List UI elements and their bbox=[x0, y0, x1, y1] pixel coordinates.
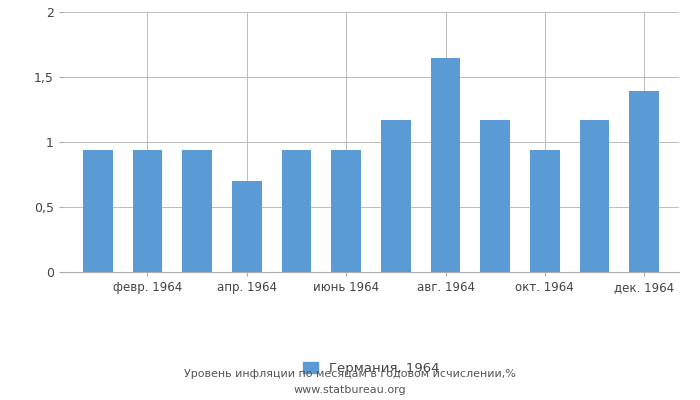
Bar bbox=[480, 120, 510, 272]
Bar bbox=[132, 150, 162, 272]
Bar bbox=[381, 120, 411, 272]
Bar bbox=[331, 150, 361, 272]
Bar bbox=[530, 150, 560, 272]
Bar bbox=[580, 120, 610, 272]
Bar bbox=[83, 150, 113, 272]
Bar bbox=[430, 58, 461, 272]
Text: www.statbureau.org: www.statbureau.org bbox=[294, 385, 406, 395]
Bar bbox=[629, 91, 659, 272]
Bar bbox=[281, 150, 312, 272]
Bar bbox=[182, 150, 212, 272]
Text: Уровень инфляции по месяцам в годовом исчислении,%: Уровень инфляции по месяцам в годовом ис… bbox=[184, 369, 516, 379]
Legend: Германия, 1964: Германия, 1964 bbox=[302, 362, 440, 375]
Bar bbox=[232, 181, 262, 272]
